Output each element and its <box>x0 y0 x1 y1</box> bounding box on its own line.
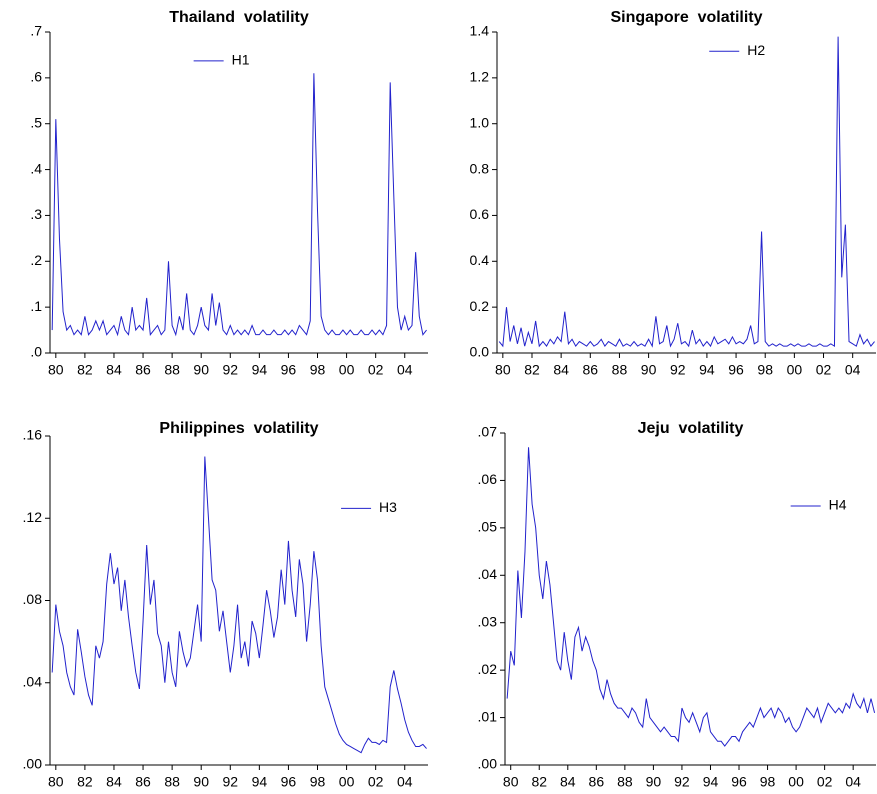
legend-label: H4 <box>829 497 847 513</box>
y-tick-label: .3 <box>30 206 42 222</box>
y-tick-label: 1.4 <box>470 23 490 39</box>
x-tick-label: 94 <box>252 362 268 378</box>
x-tick-label: 02 <box>368 362 384 378</box>
x-tick-label: 04 <box>845 774 861 790</box>
x-tick-label: 96 <box>281 774 297 790</box>
x-tick-label: 86 <box>589 774 605 790</box>
y-tick-label: .12 <box>23 509 43 525</box>
y-tick-label: .00 <box>23 756 43 772</box>
y-tick-label: 1.2 <box>470 69 490 85</box>
data-line <box>51 73 427 337</box>
x-tick-label: 84 <box>560 774 576 790</box>
y-tick-label: .01 <box>478 708 498 724</box>
data-line <box>506 447 876 747</box>
x-tick-label: 98 <box>310 774 326 790</box>
y-tick-label: .07 <box>478 424 498 440</box>
x-tick-label: 98 <box>310 362 326 378</box>
y-tick-label: .03 <box>478 613 498 629</box>
y-tick-label: .04 <box>23 673 43 689</box>
y-tick-label: .5 <box>30 114 42 130</box>
x-tick-label: 94 <box>699 362 715 378</box>
x-tick-label: 90 <box>193 362 209 378</box>
y-tick-label: .04 <box>478 566 498 582</box>
y-tick-label: .05 <box>478 519 498 535</box>
x-tick-label: 94 <box>252 774 268 790</box>
x-tick-label: 88 <box>612 362 628 378</box>
y-tick-label: .6 <box>30 69 42 85</box>
x-tick-label: 80 <box>503 774 519 790</box>
x-tick-label: 80 <box>48 362 64 378</box>
chart-title: Philippines volatility <box>159 420 318 437</box>
y-tick-label: 0.4 <box>470 252 490 268</box>
x-tick-label: 00 <box>339 774 355 790</box>
y-tick-label: .1 <box>30 298 42 314</box>
x-tick-label: 92 <box>222 362 238 378</box>
legend-label: H1 <box>232 52 250 68</box>
x-tick-label: 82 <box>524 362 540 378</box>
y-tick-label: .2 <box>30 252 42 268</box>
x-tick-label: 82 <box>531 774 547 790</box>
chart-title: Thailand volatility <box>169 9 309 26</box>
x-tick-label: 82 <box>77 774 93 790</box>
x-tick-label: 02 <box>817 774 833 790</box>
y-tick-label: 0.8 <box>470 160 490 176</box>
x-tick-label: 98 <box>760 774 776 790</box>
x-tick-label: 94 <box>703 774 719 790</box>
y-tick-label: .4 <box>30 160 42 176</box>
x-tick-label: 80 <box>48 774 64 790</box>
x-tick-label: 00 <box>339 362 355 378</box>
x-tick-label: 04 <box>397 362 413 378</box>
x-tick-label: 96 <box>731 774 747 790</box>
x-tick-label: 04 <box>845 362 861 378</box>
y-tick-label: .08 <box>23 591 43 607</box>
x-tick-label: 88 <box>617 774 633 790</box>
x-tick-label: 86 <box>135 362 151 378</box>
x-tick-label: 96 <box>728 362 744 378</box>
x-tick-label: 84 <box>553 362 569 378</box>
legend-label: H3 <box>379 499 397 515</box>
x-tick-label: 02 <box>368 774 384 790</box>
x-tick-label: 00 <box>788 774 804 790</box>
y-tick-label: .0 <box>30 344 42 360</box>
x-tick-label: 96 <box>281 362 297 378</box>
y-tick-label: .02 <box>478 661 498 677</box>
x-tick-label: 90 <box>641 362 657 378</box>
y-tick-label: .06 <box>478 471 498 487</box>
x-tick-label: 86 <box>583 362 599 378</box>
x-tick-label: 92 <box>222 774 238 790</box>
x-tick-label: 82 <box>77 362 93 378</box>
x-tick-label: 84 <box>106 774 122 790</box>
x-tick-label: 04 <box>397 774 413 790</box>
y-tick-label: 1.0 <box>470 114 490 130</box>
x-tick-label: 88 <box>164 362 180 378</box>
x-tick-label: 92 <box>670 362 686 378</box>
y-tick-label: 0.6 <box>470 206 490 222</box>
y-tick-label: 0.2 <box>470 298 490 314</box>
y-tick-label: .7 <box>30 23 42 39</box>
x-tick-label: 90 <box>193 774 209 790</box>
x-tick-label: 90 <box>646 774 662 790</box>
data-line <box>51 456 427 754</box>
x-tick-label: 80 <box>495 362 511 378</box>
x-tick-label: 92 <box>674 774 690 790</box>
x-tick-label: 86 <box>135 774 151 790</box>
data-line <box>498 36 875 348</box>
y-tick-label: .00 <box>478 756 498 772</box>
x-tick-label: 02 <box>816 362 832 378</box>
chart-title: Jeju volatility <box>638 420 744 437</box>
x-tick-label: 88 <box>164 774 180 790</box>
x-tick-label: 84 <box>106 362 122 378</box>
y-tick-label: 0.0 <box>470 344 490 360</box>
y-tick-label: .16 <box>23 427 43 443</box>
legend-label: H2 <box>747 42 765 58</box>
x-tick-label: 00 <box>787 362 803 378</box>
x-tick-label: 98 <box>757 362 773 378</box>
chart-title: Singapore volatility <box>610 9 762 26</box>
